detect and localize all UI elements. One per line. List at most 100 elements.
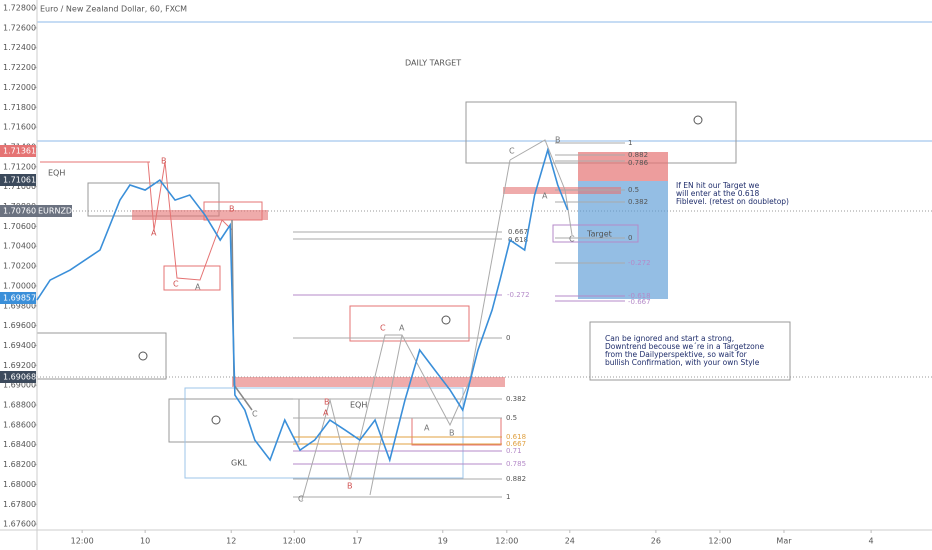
wave-label: A <box>542 192 548 201</box>
fib-label: 0.71 <box>506 447 522 455</box>
annotation: EQH <box>350 401 367 410</box>
x-tick-label: 12:00 <box>71 537 94 546</box>
y-tick-label: 1.68000 <box>3 480 36 489</box>
zone-box <box>349 305 470 342</box>
fib-label: -0.667 <box>628 298 651 306</box>
note: Can be ignored and start a strong, <box>605 334 734 343</box>
zone-box <box>552 224 639 243</box>
y-tick-label: 1.67800 <box>3 500 36 509</box>
fib-label: 1 <box>506 493 510 501</box>
wave-label: C <box>569 235 575 244</box>
annotation: EQH <box>48 169 65 178</box>
x-tick-label: 10 <box>140 537 150 546</box>
price-tag <box>0 145 36 157</box>
wave-label: C <box>173 280 179 289</box>
y-tick-label: 1.70400 <box>3 242 36 251</box>
y-tick-label: 1.68600 <box>3 420 36 429</box>
price-tag-label: 1.70760 <box>3 207 36 216</box>
fib-label: 0.785 <box>506 460 526 468</box>
y-tick-label: 1.71000 <box>3 182 36 191</box>
fib-labels: 0 0.382 0.5 0.618 0.667 0.71 0.785 0.882… <box>506 139 651 501</box>
y-tick-label: 1.72400 <box>3 43 36 52</box>
wave-label: A <box>399 324 405 333</box>
fib-label: 0.882 <box>628 151 648 159</box>
wave-label: B <box>555 136 561 145</box>
zone <box>232 377 505 387</box>
fib-lines <box>293 142 625 498</box>
y-tick-label: 1.70200 <box>3 262 36 271</box>
y-tick-label: 1.68200 <box>3 460 36 469</box>
zigzag <box>369 334 403 496</box>
wave-label: B <box>161 157 167 166</box>
zone-box <box>203 201 263 221</box>
fib-label: 0.5 <box>506 414 517 422</box>
y-tick-label: 1.68800 <box>3 401 36 410</box>
annotation: Target <box>586 230 612 239</box>
fib-label: 0.5 <box>628 186 639 194</box>
fib-label: 0.382 <box>628 198 648 206</box>
x-tick-label: 12:00 <box>708 537 731 546</box>
drawings <box>36 21 932 501</box>
y-tick-label: 1.72000 <box>3 83 36 92</box>
annotation: DAILY TARGET <box>405 59 461 68</box>
y-tick-label: 1.69000 <box>3 381 36 390</box>
y-tick-label: 1.71200 <box>3 162 36 171</box>
wave-label: C <box>380 324 386 333</box>
price-tag <box>0 371 36 383</box>
y-tick-label: 1.70000 <box>3 281 36 290</box>
fib-label: 0.382 <box>506 395 526 403</box>
y-tick-label: 1.71800 <box>3 103 36 112</box>
cross-icons <box>138 115 703 425</box>
wave-label: B <box>449 429 455 438</box>
price-tag-label: EURNZD <box>38 207 72 216</box>
fib-label: -0.272 <box>628 259 651 267</box>
price-tag-label: 1.69857 <box>3 294 36 303</box>
fib-label: 1 <box>628 139 632 147</box>
y-tick-label: 1.68400 <box>3 440 36 449</box>
stop-zone <box>578 152 668 181</box>
wave-label: B <box>229 205 235 214</box>
fib-label: 0.618 <box>508 236 528 244</box>
price-tag-label: 1.71061 <box>3 176 36 185</box>
wave-label: C <box>298 495 304 504</box>
note: Downtrend becouse we´re in a Targetzone <box>605 342 764 351</box>
fib-label: 0.618 <box>506 433 526 441</box>
fib-label: -0.618 <box>628 292 651 300</box>
wave-label: C <box>509 147 515 156</box>
zone-box <box>184 387 464 479</box>
fib-label: -0.272 <box>507 291 530 299</box>
fib-label: 0.786 <box>628 159 649 167</box>
y-tick-label: 1.69800 <box>3 301 36 310</box>
wave-label: A <box>424 424 430 433</box>
price-tag <box>0 205 72 217</box>
y-tick-label: 1.67600 <box>3 520 36 529</box>
x-tick-label: 12:00 <box>283 537 306 546</box>
x-tick-label: 17 <box>352 537 362 546</box>
x-tick-label: 12:00 <box>495 537 518 546</box>
price-line <box>36 147 569 463</box>
note: Fiblevel. (retest on doubletop) <box>676 197 789 206</box>
zigzag <box>301 159 511 501</box>
zigzag <box>509 139 573 236</box>
note: If EN hit our Target we <box>676 181 760 190</box>
zone <box>132 210 268 220</box>
target-zone <box>578 181 668 299</box>
x-tick-label: Mar <box>776 537 792 546</box>
y-tick-label: 1.72800 <box>3 4 36 13</box>
fib-label: 0 <box>628 234 632 242</box>
note-box <box>589 321 791 381</box>
price-tag <box>0 174 36 186</box>
y-tick-label: 1.72200 <box>3 63 36 72</box>
fib-label: 0.667 <box>506 440 526 448</box>
x-tick-label: 12 <box>226 537 236 546</box>
x-tick-label: 4 <box>869 537 874 546</box>
x-tick-label: 19 <box>438 537 448 546</box>
wave-label: A <box>323 409 329 418</box>
x-tick-label: 26 <box>651 537 661 546</box>
chart-title: Euro / New Zealand Dollar, 60, FXCM <box>40 5 187 14</box>
note: bullish Confirmation, with your own Styl… <box>605 358 760 367</box>
zone-box <box>163 265 221 291</box>
price-tag-label: 1.71361 <box>3 147 36 156</box>
